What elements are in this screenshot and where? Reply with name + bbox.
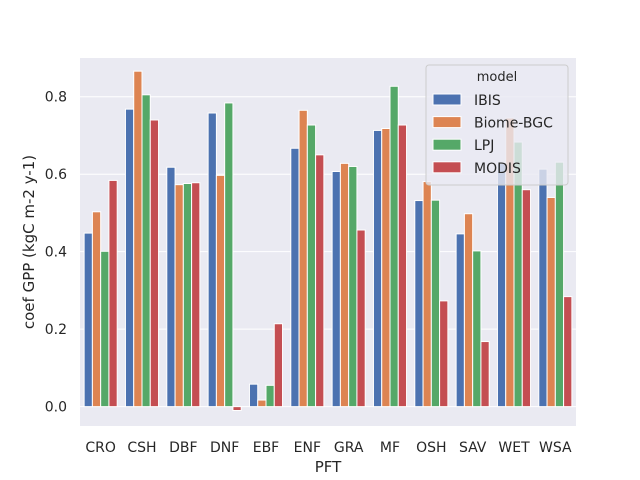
- x-tick-label: EBF: [253, 440, 280, 456]
- legend-entry: IBIS: [474, 93, 501, 109]
- legend-swatch: [432, 138, 462, 151]
- legend-entry: MODIS: [474, 161, 521, 177]
- legend-swatch: [432, 116, 462, 129]
- bar-biome-bgc-gra: [339, 162, 350, 408]
- bar-modis-cro: [108, 179, 118, 408]
- bar-lpj-wsa: [554, 161, 565, 408]
- y-tick-label: 0.6: [45, 167, 67, 183]
- bar-modis-dbf: [191, 182, 201, 408]
- y-axis-label: coef GPP (kgC m-2 y-1): [20, 155, 38, 329]
- bar-ibis-dbf: [166, 166, 176, 408]
- bar-ibis-mf: [372, 129, 383, 408]
- bar-ibis-ebf: [248, 383, 259, 408]
- bar-biome-bgc-dbf: [174, 184, 184, 408]
- x-tick-labels: CRO CSH DBF DNF EBF ENF GRA MF OSH SAV WET WSA: [85, 440, 572, 456]
- y-tick-labels: 0.0 0.2 0.4 0.6 0.8: [45, 90, 67, 416]
- bar-modis-mf: [397, 124, 408, 408]
- bar-lpj-gra: [348, 165, 358, 408]
- x-tick-label: WSA: [539, 440, 572, 456]
- y-tick-label: 0.4: [45, 245, 67, 261]
- bar-modis-enf: [315, 154, 325, 408]
- bar-modis-ebf: [273, 323, 284, 408]
- bar-ibis-sav: [455, 233, 465, 408]
- bar-biome-bgc-cro: [91, 211, 102, 408]
- x-tick-label: CSH: [127, 440, 156, 456]
- legend: model IBIS Biome-BGC LPJ MODIS: [425, 64, 569, 186]
- x-tick-label: CRO: [85, 440, 116, 456]
- x-tick-label: MF: [380, 440, 400, 456]
- x-axis-label: PFT: [315, 458, 342, 476]
- x-tick-label: SAV: [459, 440, 487, 456]
- bar-ibis-csh: [124, 108, 135, 408]
- x-tick-label: WET: [498, 440, 530, 456]
- bar-lpj-cro: [100, 250, 110, 408]
- bar-lpj-csh: [141, 94, 151, 408]
- bar-lpj-dnf: [224, 102, 234, 408]
- bar-ibis-osh: [414, 200, 424, 408]
- bar-biome-bgc-dnf: [215, 174, 226, 408]
- bar-modis-csh: [149, 119, 160, 408]
- legend-items: IBIS Biome-BGC LPJ MODIS: [432, 93, 553, 177]
- bar-ibis-wsa: [538, 168, 548, 408]
- y-tick-label: 0.8: [45, 90, 67, 106]
- gridlines: [80, 96, 576, 408]
- x-tick-label: OSH: [416, 440, 446, 456]
- legend-entry: LPJ: [474, 138, 494, 154]
- legend-swatch: [432, 93, 462, 106]
- x-tick-label: DNF: [210, 440, 239, 456]
- bar-biome-bgc-ebf: [257, 399, 267, 408]
- bar-lpj-ebf: [265, 384, 275, 408]
- x-tick-label: DBF: [169, 440, 197, 456]
- bars: [83, 70, 573, 412]
- bar-ibis-wet: [496, 162, 507, 408]
- bar-ibis-cro: [83, 232, 93, 408]
- bar-ibis-gra: [331, 170, 341, 408]
- bar-biome-bgc-wsa: [546, 196, 556, 408]
- bar-ibis-enf: [290, 147, 300, 408]
- bar-modis-wsa: [563, 296, 573, 408]
- legend-title: model: [477, 70, 517, 85]
- bar-biome-bgc-mf: [381, 128, 391, 408]
- x-tick-label: ENF: [294, 440, 321, 456]
- bar-biome-bgc-csh: [133, 70, 143, 408]
- bar-modis-wet: [521, 189, 532, 408]
- bar-lpj-dbf: [182, 183, 193, 408]
- bar-lpj-osh: [430, 199, 441, 408]
- bar-biome-bgc-sav: [463, 213, 474, 408]
- bar-modis-gra: [356, 229, 366, 408]
- bar-lpj-sav: [472, 250, 482, 408]
- bar-biome-bgc-osh: [422, 181, 432, 408]
- x-tick-label: GRA: [334, 440, 364, 456]
- bar-ibis-dnf: [207, 112, 217, 408]
- y-tick-label: 0.0: [45, 400, 67, 416]
- legend-swatch: [432, 161, 462, 174]
- bar-modis-osh: [439, 300, 449, 408]
- legend-entry: Biome-BGC: [474, 116, 553, 132]
- bar-modis-sav: [480, 341, 490, 408]
- bar-lpj-mf: [389, 85, 399, 408]
- bar-modis-dnf: [232, 406, 242, 412]
- bar-biome-bgc-enf: [298, 109, 308, 408]
- y-tick-label: 0.2: [45, 322, 67, 338]
- bar-lpj-enf: [306, 124, 317, 408]
